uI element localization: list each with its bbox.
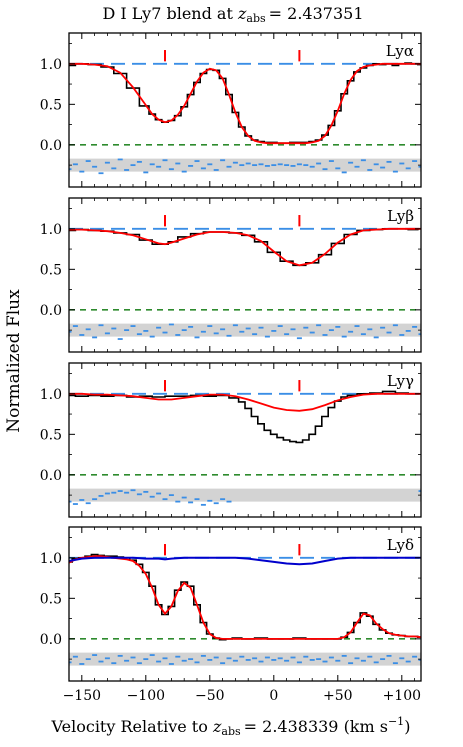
flux-data-series — [69, 553, 421, 641]
y-tick-label: 0.0 — [40, 632, 62, 648]
y-tick-label: 0.5 — [40, 262, 62, 278]
y-tick-label: 0.5 — [40, 427, 62, 443]
panel-frame — [68, 526, 422, 682]
x-tick-label: −150 — [63, 688, 101, 704]
panel-label: Lyα — [386, 42, 414, 60]
flux-data-series — [69, 390, 421, 444]
figure-title: D I Ly7 blend at zabs = 2.437351 — [102, 4, 363, 25]
panel-frame — [68, 197, 422, 353]
model-fit-series — [69, 555, 421, 640]
y-tick-label: 0.0 — [40, 468, 62, 484]
plot-area — [69, 380, 421, 506]
x-tick-label: 0 — [269, 688, 278, 704]
panel-2: 0.0 0.5 1.0 Lyβ — [40, 197, 422, 353]
y-tick-label: 0.0 — [40, 303, 62, 319]
x-tick-label: +50 — [323, 688, 353, 704]
y-tick-label: 1.0 — [40, 387, 62, 403]
plot-area — [69, 215, 421, 340]
panel-label: Lyδ — [387, 536, 414, 554]
di-model-series — [69, 556, 421, 566]
panel-frame — [68, 362, 422, 518]
panel-label: Lyγ — [387, 372, 414, 390]
plot-area — [69, 544, 421, 666]
x-tick-label: +100 — [383, 688, 421, 704]
residual-band — [69, 488, 421, 502]
panel-frame — [68, 32, 422, 188]
y-tick-label: 1.0 — [40, 551, 62, 567]
y-tick-label: 1.0 — [40, 57, 62, 73]
residual-band — [69, 652, 421, 666]
y-tick-label: 1.0 — [40, 222, 62, 238]
panel-1: 0.0 0.5 1.0 Lyα — [40, 32, 422, 188]
plot-area — [69, 50, 421, 175]
panel-4: −150 −100 −50 0 +50 +100 0.0 0.5 1.0 Lyδ — [40, 526, 422, 704]
y-axis-label: Normalized Flux — [4, 289, 24, 433]
x-tick-label: −50 — [195, 688, 225, 704]
panel-3: 0.0 0.5 1.0 Lyγ — [40, 362, 422, 518]
model-fit-series — [69, 62, 421, 145]
panels: 0.0 0.5 1.0 Lyα 0.0 0.5 1.0 Lyβ 0.0 0.5 1.0 Lyγ −150… — [40, 32, 422, 704]
model-fit-series — [69, 227, 421, 267]
panel-label: Lyβ — [387, 207, 414, 225]
x-tick-label: −100 — [127, 688, 165, 704]
y-tick-label: 0.0 — [40, 138, 62, 154]
y-tick-label: 0.5 — [40, 97, 62, 113]
x-axis-label: Velocity Relative to zabs = 2.438339 (km … — [51, 715, 411, 738]
y-tick-label: 0.5 — [40, 591, 62, 607]
model-fit-series — [69, 392, 421, 412]
